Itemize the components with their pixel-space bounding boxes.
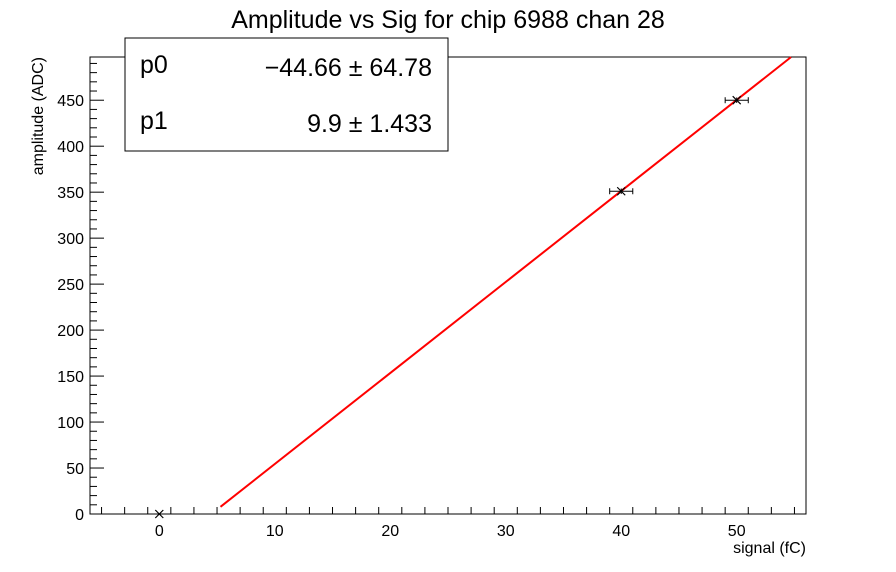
data-point (609, 186, 634, 196)
y-tick-label: 0 (75, 507, 84, 524)
x-tick-label: 40 (612, 523, 630, 540)
x-tick-label: 30 (497, 523, 515, 540)
chart-title: Amplitude vs Sig for chip 6988 chan 28 (231, 6, 665, 34)
data-point (154, 509, 164, 519)
stats-p0-value: −44.66 ± 64.78 (265, 54, 432, 82)
data-point (724, 95, 749, 105)
x-tick-label: 0 (155, 523, 164, 540)
y-tick-label: 150 (57, 369, 84, 386)
y-tick-label: 300 (57, 231, 84, 248)
y-tick-label: 450 (57, 93, 84, 110)
y-tick-label: 50 (66, 461, 84, 478)
data-points (154, 95, 749, 519)
point-marker (616, 186, 626, 196)
stats-p0-name: p0 (140, 51, 168, 79)
stats-p1-value: 9.9 ± 1.433 (307, 110, 432, 138)
x-tick-label: 20 (381, 523, 399, 540)
point-marker (154, 509, 164, 519)
stats-box: p0 −44.66 ± 64.78 p1 9.9 ± 1.433 (124, 37, 449, 152)
fit-line (219, 56, 792, 508)
y-tick-label: 400 (57, 139, 84, 156)
point-marker (732, 95, 742, 105)
y-axis: 0 50 100 150 200 250 300 350 400 450 (57, 62, 104, 524)
x-axis: 0 10 20 30 40 50 (101, 507, 795, 540)
x-tick-label: 10 (266, 523, 284, 540)
y-tick-label: 350 (57, 185, 84, 202)
y-tick-label: 250 (57, 277, 84, 294)
y-tick-label: 100 (57, 415, 84, 432)
x-tick-label: 50 (728, 523, 746, 540)
y-axis-label: amplitude (ADC) (30, 57, 47, 175)
x-axis-label: signal (fC) (733, 540, 806, 557)
fit-line-group (219, 56, 792, 508)
stats-box-frame (124, 37, 449, 152)
y-tick-label: 200 (57, 323, 84, 340)
stats-p1-name: p1 (140, 107, 168, 135)
